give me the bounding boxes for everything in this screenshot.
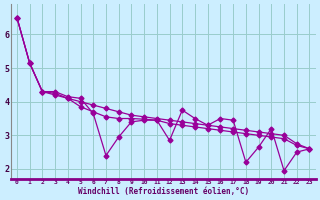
X-axis label: Windchill (Refroidissement éolien,°C): Windchill (Refroidissement éolien,°C) (78, 187, 249, 196)
